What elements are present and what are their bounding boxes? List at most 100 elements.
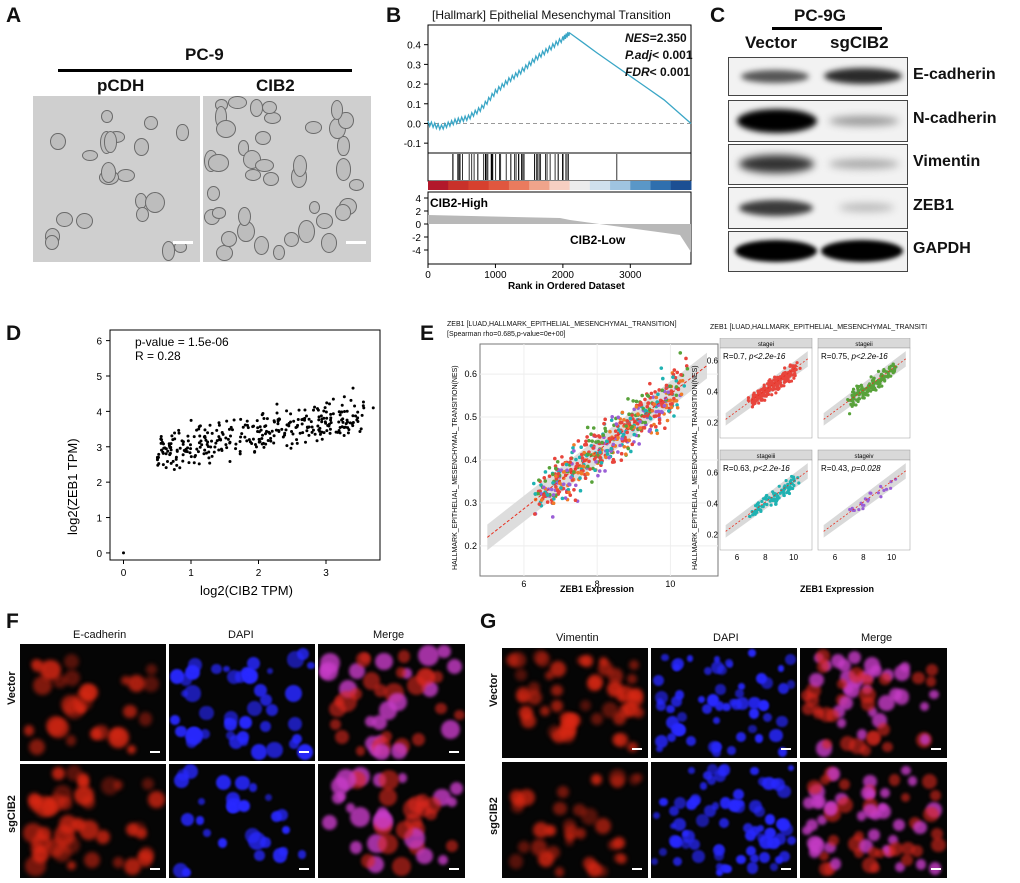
d-point: [234, 447, 238, 451]
d-point: [172, 468, 176, 472]
merged-cell: [862, 856, 879, 873]
facet-point: [783, 376, 788, 380]
d-point: [175, 463, 179, 467]
gsea-stats: NES=2.350 P.adj< 0.001 FDR< 0.001: [625, 30, 693, 81]
d-point: [269, 439, 273, 443]
merged-cell: [349, 687, 363, 701]
d-point: [351, 386, 355, 390]
cell: [298, 220, 315, 244]
nucleus: [226, 730, 236, 740]
merged-cell: [882, 844, 892, 854]
d-point: [325, 429, 329, 433]
e-point: [576, 470, 580, 475]
merged-cell: [802, 702, 815, 715]
red-cell: [513, 796, 525, 808]
e-main-axes: 6 8 10 0.6 0.5 0.4 0.3 0.2: [464, 369, 675, 589]
e-point: [611, 442, 616, 447]
nucleus: [674, 723, 687, 736]
e-point: [547, 465, 552, 470]
merged-cell: [863, 803, 878, 818]
cell: [283, 231, 300, 248]
d-point: [238, 450, 242, 454]
e-point: [592, 433, 597, 438]
d-point: [354, 414, 358, 418]
nucleus: [254, 850, 265, 862]
red-cell: [527, 681, 540, 694]
gsea-metric-area: [428, 215, 691, 252]
d-point: [272, 434, 276, 438]
d-point: [276, 422, 280, 426]
e-point: [585, 435, 589, 439]
nucleus: [712, 747, 721, 757]
d-point: [276, 419, 280, 423]
e-point: [671, 375, 675, 379]
merged-cell: [454, 709, 465, 720]
e-point: [629, 449, 633, 454]
d-point: [186, 439, 190, 443]
red-cell: [93, 724, 109, 740]
facet-point: [746, 398, 750, 402]
d-point: [285, 409, 289, 413]
blot-label-gapdh: GAPDH: [913, 240, 971, 257]
cell: [348, 179, 365, 192]
e-point: [591, 446, 595, 450]
merged-cell: [446, 839, 459, 853]
facet-point: [775, 375, 780, 379]
merged-cell: [819, 850, 830, 861]
d-point: [189, 418, 193, 422]
facet-point: [879, 484, 883, 489]
scale-bar: [173, 241, 193, 244]
merged-cell: [875, 848, 885, 859]
d-point: [171, 459, 175, 463]
e-point: [557, 481, 562, 485]
scatter-d-frame: [109, 329, 381, 561]
nucleus: [656, 745, 663, 753]
d-y-tick-label: 0: [96, 549, 102, 560]
e-point: [634, 399, 639, 404]
g-image-sgcib2-vimentin: [502, 762, 648, 878]
nucleus: [713, 716, 720, 724]
e-point: [652, 422, 656, 427]
facet-point: [755, 398, 759, 402]
es-tick-label: 0.2: [407, 80, 421, 91]
merged-cell: [860, 674, 874, 687]
e-point: [573, 483, 578, 488]
e-y-tick-label: 0.3: [464, 498, 477, 508]
merged-cell: [895, 861, 906, 873]
facet-point: [846, 398, 850, 402]
d-point: [180, 439, 184, 443]
g-image-vector-merge: [800, 648, 947, 758]
facet-point: [893, 477, 898, 481]
red-cell: [22, 823, 43, 844]
d-point: [232, 418, 236, 422]
d-point: [360, 413, 364, 417]
d-point: [217, 423, 221, 427]
d-y-tick-label: 1: [96, 514, 102, 525]
e-point: [619, 451, 624, 456]
nucleus: [199, 705, 214, 721]
merged-cell: [857, 729, 868, 740]
e-point: [554, 474, 558, 478]
merged-cell: [418, 669, 434, 685]
d-point: [206, 431, 210, 435]
d-y-tick-label: 4: [96, 407, 102, 418]
e-point: [605, 448, 609, 453]
facet-point: [774, 391, 778, 395]
e-facet-stageii: stageii R=0.75, p<2.2e-16: [817, 338, 911, 439]
e-point: [659, 409, 664, 414]
facet-point: [782, 371, 786, 375]
merged-cell: [360, 854, 375, 869]
e-y-tick-label: 0.6: [464, 369, 477, 379]
facet-point: [795, 361, 799, 365]
merged-cell: [837, 678, 847, 689]
d-point: [329, 412, 333, 416]
facet-point: [848, 507, 852, 512]
e-point: [569, 456, 573, 461]
merged-cell: [821, 738, 833, 750]
facet-stat: R=0.43, p=0.028: [821, 464, 881, 473]
nucleus: [786, 835, 797, 846]
nucleus: [777, 784, 791, 798]
red-cell: [123, 704, 137, 719]
d-point: [289, 446, 293, 450]
d-point: [285, 444, 289, 448]
